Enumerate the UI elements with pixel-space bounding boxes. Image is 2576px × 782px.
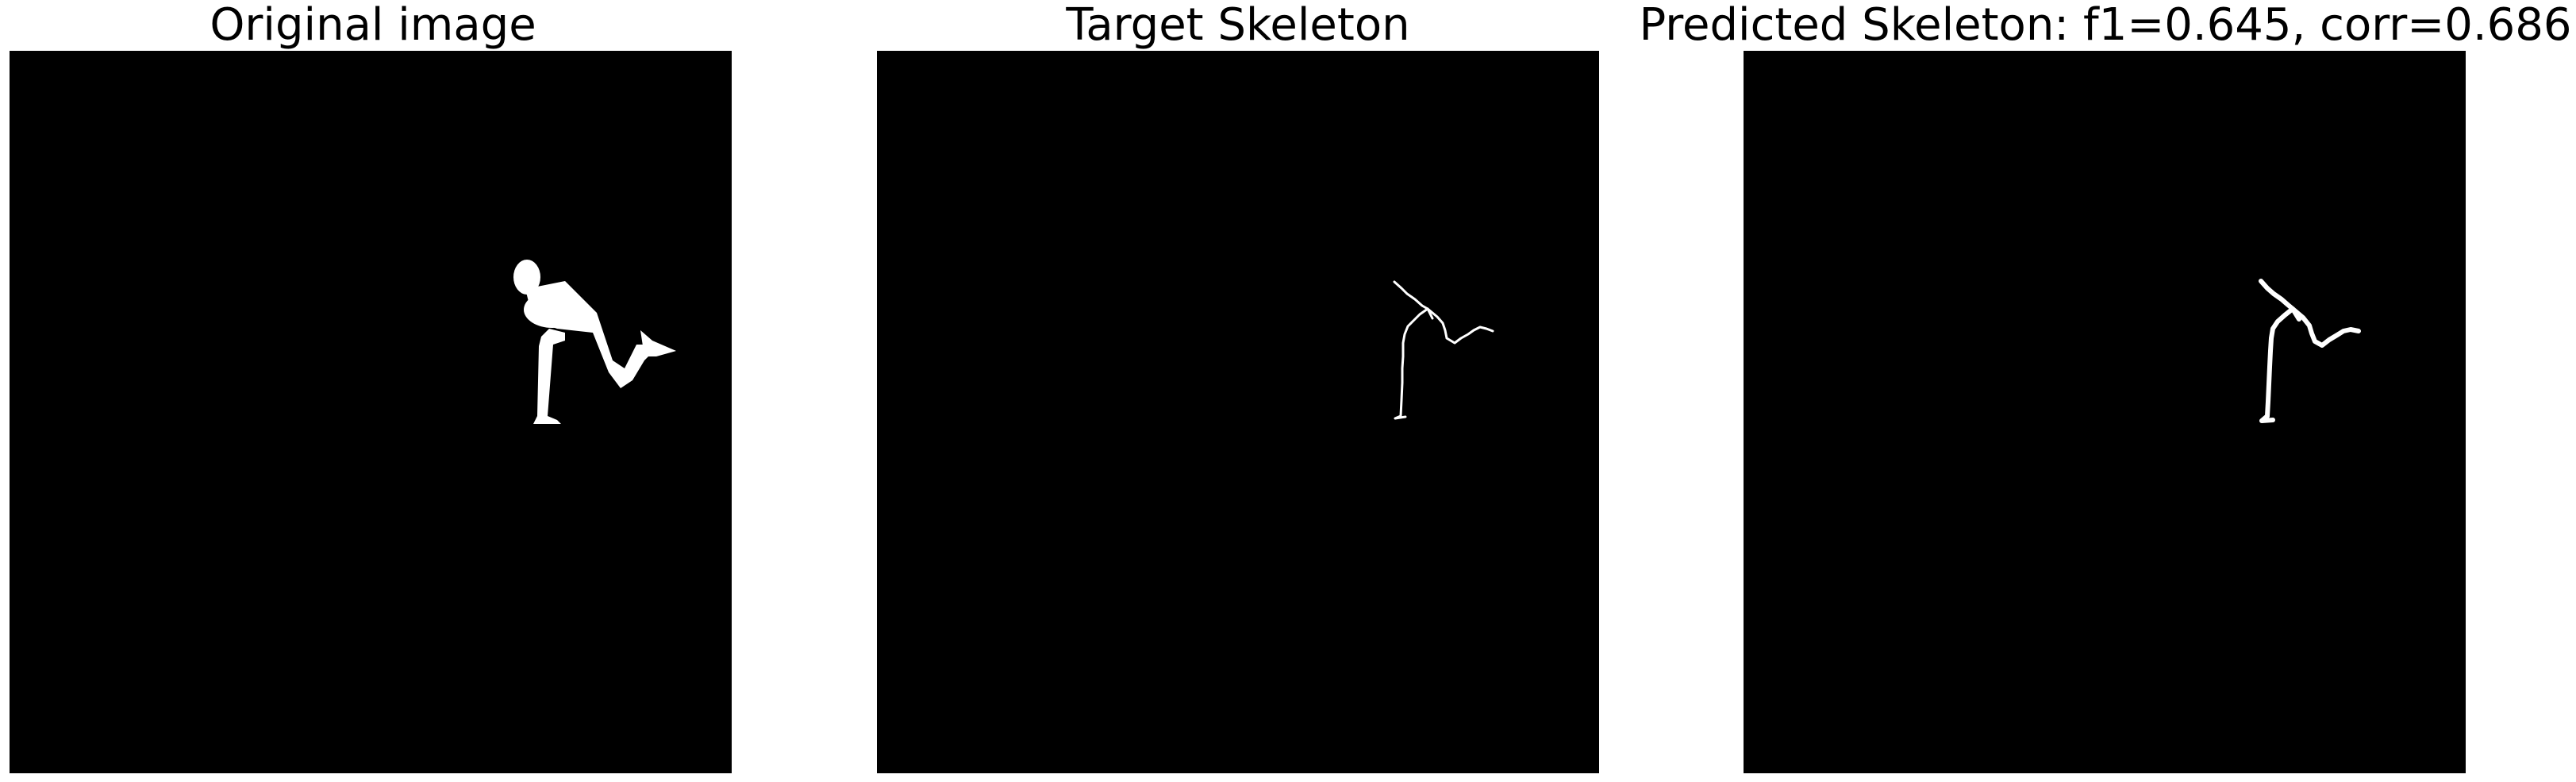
target-skeleton-foot <box>1394 414 1407 420</box>
target-skeleton-panel <box>877 51 1599 773</box>
original-image-panel <box>10 51 732 773</box>
target-skeleton-neck <box>1393 280 1434 320</box>
target-skeleton-leg-back <box>1426 307 1494 345</box>
target-skeleton-lines <box>1393 280 1494 420</box>
target-skeleton-canvas <box>1393 280 1494 420</box>
predicted-skeleton-canvas <box>2259 279 2361 423</box>
predicted-skeleton-leg-back <box>2290 306 2361 348</box>
predicted-skeleton-foot <box>2259 414 2275 423</box>
silhouette-leg <box>533 329 565 424</box>
target-skeleton-title: Target Skeleton <box>1066 0 1410 51</box>
predicted-skeleton-panel <box>1744 51 2466 773</box>
silhouette-foot <box>640 330 676 356</box>
original-image-canvas <box>513 260 676 424</box>
silhouette-head <box>513 260 540 295</box>
predicted-skeleton-leg-front <box>2265 306 2295 418</box>
predicted-skeleton-lines <box>2259 279 2361 423</box>
target-skeleton-leg-front <box>1399 307 1429 418</box>
figure-silhouette <box>513 260 676 424</box>
original-image-title: Original image <box>210 0 536 51</box>
predicted-skeleton-title: Predicted Skeleton: f1=0.645, corr=0.686 <box>1639 0 2572 51</box>
predicted-skeleton-neck <box>2259 279 2301 322</box>
silhouette-body <box>525 281 656 388</box>
